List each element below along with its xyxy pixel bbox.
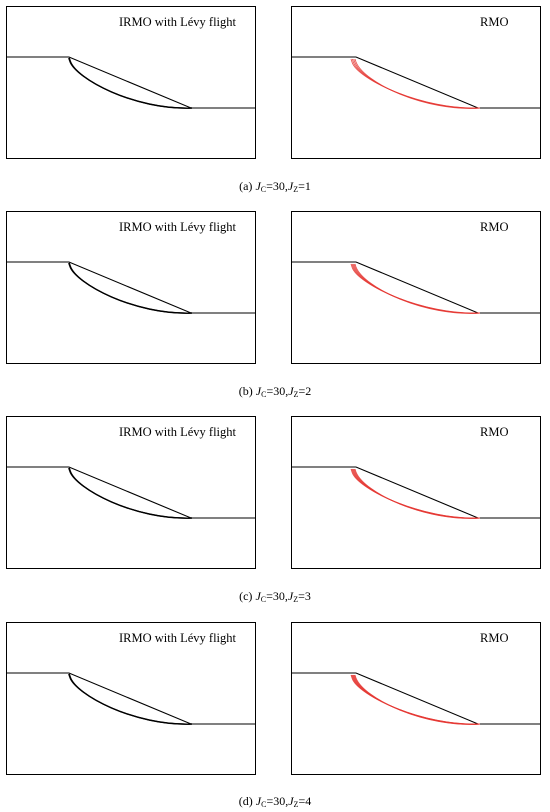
rmo-slope-diagram (292, 56, 540, 109)
rmo-panel-label: RMO (480, 425, 509, 439)
slope-profile-line (292, 56, 540, 109)
slope-profile-line (292, 261, 540, 314)
irmo-panel: IRMO with Lévy flight (6, 416, 256, 569)
figure-caption: (d) JC=30,JZ=4 (238, 794, 312, 809)
slip-surface-curve (68, 673, 193, 725)
irmo-panel: IRMO with Lévy flight (6, 622, 256, 775)
irmo-panel-label: IRMO with Lévy flight (119, 425, 237, 439)
irmo-panel: IRMO with Lévy flight (6, 211, 256, 364)
slip-surface-curve (68, 262, 193, 314)
slope-profile-line (292, 466, 540, 519)
rmo-slope-diagram (292, 261, 540, 314)
irmo-slope-diagram (7, 672, 255, 725)
slip-surface-curve (354, 468, 481, 519)
rmo-panel: RMO (291, 622, 541, 775)
irmo-panel-label: IRMO with Lévy flight (119, 220, 237, 234)
slope-profile-line (292, 672, 540, 725)
figure-caption: (a) JC=30,JZ=1 (239, 179, 311, 194)
slope-profile-line (7, 261, 255, 314)
irmo-panel: IRMO with Lévy flight (6, 6, 256, 159)
slope-profile-line (7, 466, 255, 519)
figure-caption: (b) JC=30,JZ=2 (238, 384, 312, 399)
rmo-panel: RMO (291, 211, 541, 364)
slip-surface-curve (354, 674, 481, 725)
rmo-panel-label: RMO (480, 15, 509, 29)
slip-surface-curve (68, 57, 193, 109)
irmo-panel-label: IRMO with Lévy flight (119, 15, 237, 29)
slope-profile-line (7, 672, 255, 725)
irmo-slope-diagram (7, 466, 255, 519)
rmo-panel-label: RMO (480, 220, 509, 234)
rmo-slope-diagram (292, 466, 540, 519)
irmo-slope-diagram (7, 56, 255, 109)
rmo-slope-diagram (292, 672, 540, 725)
figure-caption: (c) JC=30,JZ=3 (239, 589, 311, 604)
rmo-panel: RMO (291, 416, 541, 569)
slip-surface-curve (354, 263, 481, 314)
irmo-panel-label: IRMO with Lévy flight (119, 631, 237, 645)
rmo-panel: RMO (291, 6, 541, 159)
slope-profile-line (7, 56, 255, 109)
slip-surface-curve (354, 58, 481, 109)
slip-surface-curve (68, 467, 193, 519)
irmo-slope-diagram (7, 261, 255, 314)
rmo-panel-label: RMO (480, 631, 509, 645)
